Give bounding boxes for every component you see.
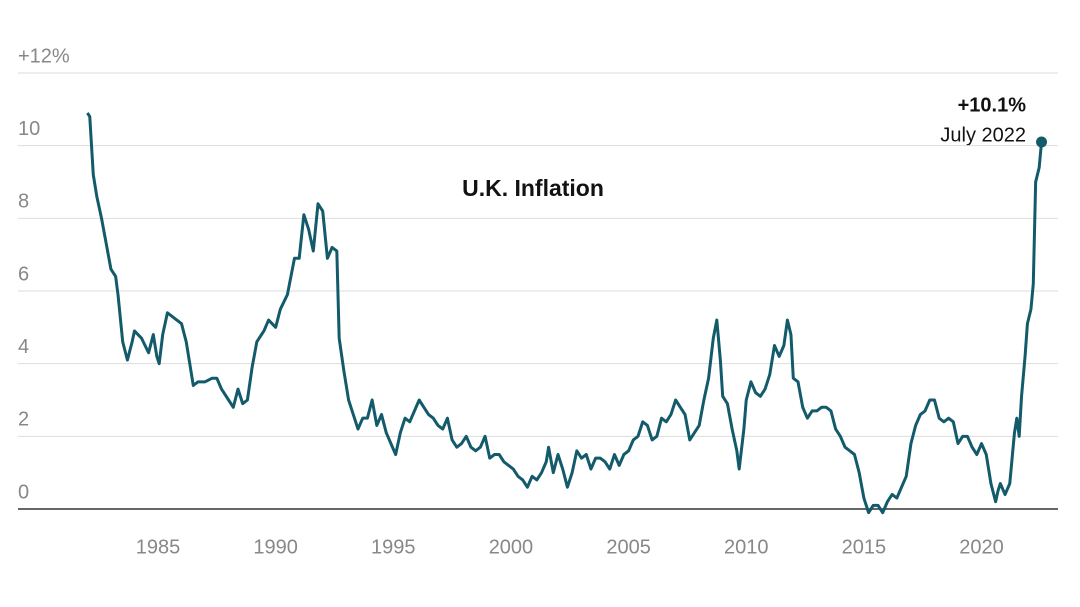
annotation-value: +10.1% xyxy=(958,94,1027,116)
line xyxy=(86,112,1044,515)
x-tick-label: 1985 xyxy=(136,536,181,558)
y-tick-label: 0 xyxy=(18,481,29,503)
x-tick-label: 2000 xyxy=(489,536,534,558)
x-tick-label: 2020 xyxy=(959,536,1004,558)
x-tick-label: 1990 xyxy=(253,536,298,558)
end-point xyxy=(1036,136,1048,148)
y-tick-label: 6 xyxy=(18,263,29,285)
x-tick-label: 1995 xyxy=(371,536,416,558)
annotation-date: July 2022 xyxy=(940,124,1026,146)
x-tick-label: 2015 xyxy=(842,536,887,558)
y-tick-label: 8 xyxy=(18,191,29,213)
y-tick-label: 10 xyxy=(18,118,40,140)
x-tick-label: 2005 xyxy=(606,536,651,558)
y-tick-label: 4 xyxy=(18,336,29,358)
y-tick-label: 2 xyxy=(18,409,29,431)
chart-title: U.K. Inflation xyxy=(462,175,604,201)
x-tick-label: 2010 xyxy=(724,536,769,558)
y-tick-label: +12% xyxy=(18,45,70,67)
